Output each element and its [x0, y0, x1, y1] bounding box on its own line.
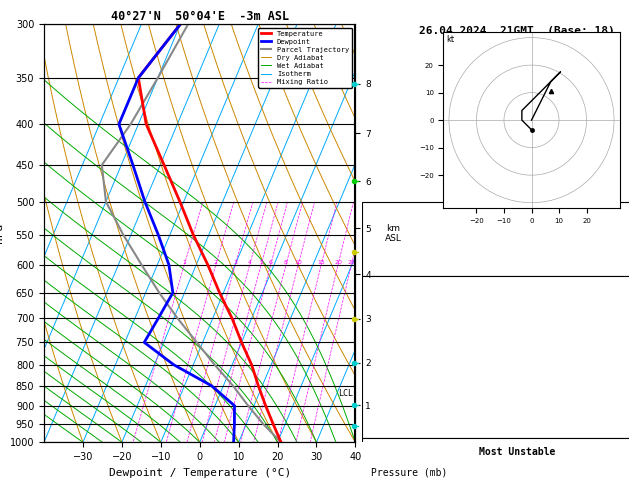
Text: K: K	[371, 210, 377, 221]
Text: kt: kt	[446, 35, 454, 44]
FancyBboxPatch shape	[362, 202, 629, 276]
Text: 25: 25	[347, 260, 355, 265]
Text: Lifted Index: Lifted Index	[371, 375, 442, 385]
Legend: Temperature, Dewpoint, Parcel Trajectory, Dry Adiabat, Wet Adiabat, Isotherm, Mi: Temperature, Dewpoint, Parcel Trajectory…	[258, 28, 352, 88]
Text: 5: 5	[259, 260, 263, 265]
Text: 4: 4	[248, 260, 252, 265]
Text: CIN (J): CIN (J)	[371, 421, 412, 432]
Text: CAPE (J): CAPE (J)	[371, 399, 418, 408]
Text: Pressure (mb): Pressure (mb)	[371, 468, 447, 478]
FancyBboxPatch shape	[362, 276, 629, 438]
Text: Dewp (°C): Dewp (°C)	[371, 329, 424, 339]
Text: 10: 10	[294, 260, 302, 265]
FancyBboxPatch shape	[362, 438, 629, 486]
Text: θₑ(K): θₑ(K)	[371, 352, 401, 362]
Text: 20: 20	[334, 260, 342, 265]
Y-axis label: km
ASL: km ASL	[385, 224, 401, 243]
Text: 8: 8	[284, 260, 288, 265]
Text: 3: 3	[233, 260, 237, 265]
Text: Surface: Surface	[497, 285, 538, 295]
Y-axis label: hPa: hPa	[0, 223, 4, 243]
Text: © weatheronline.co.uk: © weatheronline.co.uk	[461, 429, 574, 438]
Text: LCL: LCL	[338, 389, 353, 399]
Text: 2: 2	[214, 260, 218, 265]
Text: 6: 6	[269, 260, 272, 265]
Text: Most Unstable: Most Unstable	[479, 447, 555, 457]
Text: PW (cm): PW (cm)	[371, 260, 412, 270]
Text: 1: 1	[182, 260, 186, 265]
Title: 40°27'N  50°04'E  -3m ASL: 40°27'N 50°04'E -3m ASL	[111, 10, 289, 23]
Text: Temp (°C): Temp (°C)	[371, 306, 424, 316]
Text: Totals Totals: Totals Totals	[371, 235, 447, 245]
Text: 15: 15	[317, 260, 325, 265]
X-axis label: Dewpoint / Temperature (°C): Dewpoint / Temperature (°C)	[109, 468, 291, 478]
Text: 26.04.2024  21GMT  (Base: 18): 26.04.2024 21GMT (Base: 18)	[420, 26, 615, 36]
